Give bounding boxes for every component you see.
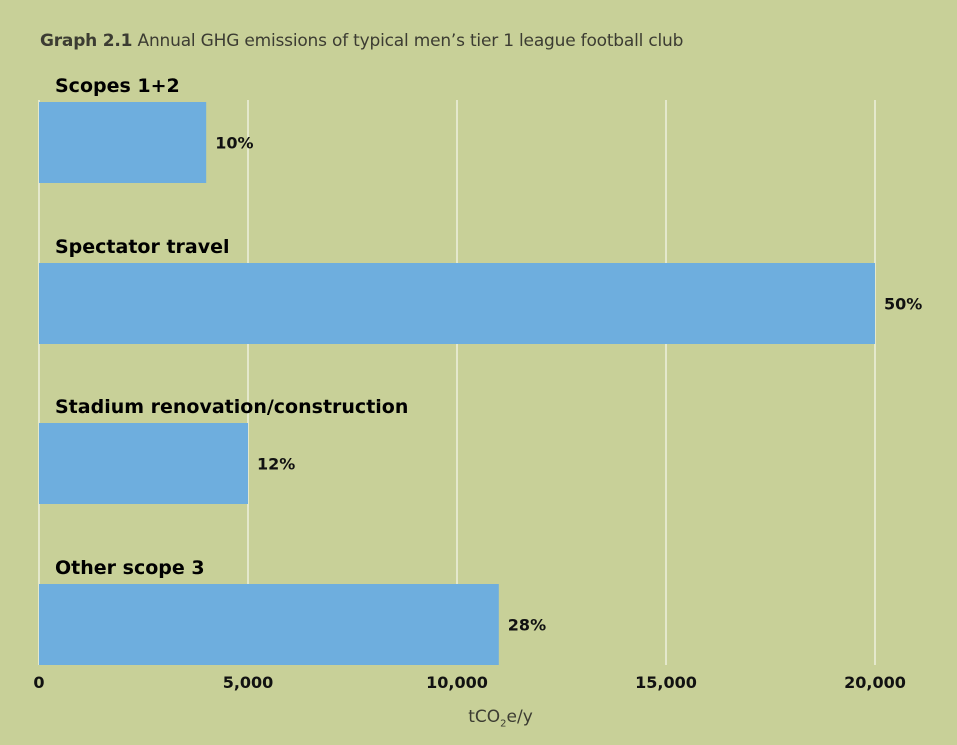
chart-title-prefix: Graph 2.1 xyxy=(40,31,133,51)
category-label-1: Spectator travel xyxy=(55,236,230,258)
bar-0 xyxy=(39,102,207,183)
x-tick-label-3: 15,000 xyxy=(635,673,697,692)
category-label-2: Stadium renovation/construction xyxy=(55,396,408,418)
chart-title-text: Annual GHG emissions of typical men’s ti… xyxy=(137,31,684,51)
bar-chart: Scopes 1+2 10% Spectator travel 50% Stadium … xyxy=(33,75,922,692)
x-tick-label-4: 20,000 xyxy=(844,673,906,692)
category-label-0: Scopes 1+2 xyxy=(55,75,180,97)
bar-1 xyxy=(39,263,875,344)
data-label-1: 50% xyxy=(884,295,922,314)
category-label-3: Other scope 3 xyxy=(55,557,205,579)
data-label-0: 10% xyxy=(215,134,253,153)
x-tick-label-0: 0 xyxy=(33,673,44,692)
data-label-3: 28% xyxy=(508,616,546,635)
chart-title: Graph 2.1 Annual GHG emissions of typica… xyxy=(40,31,683,51)
data-label-2: 12% xyxy=(257,455,295,474)
bar-2 xyxy=(39,423,248,504)
bar-3 xyxy=(39,584,499,665)
x-tick-label-2: 10,000 xyxy=(426,673,488,692)
x-tick-label-1: 5,000 xyxy=(223,673,274,692)
x-axis-label: tCO2e/y xyxy=(468,707,533,730)
